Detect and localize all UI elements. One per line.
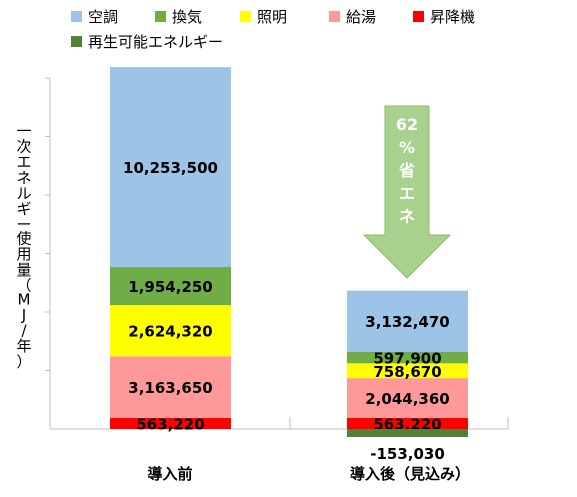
bar-segment-1-3: [347, 378, 468, 419]
legend-entry-5: 再生可能エネルギー: [88, 33, 223, 51]
bar-segment-0-2: [110, 305, 231, 357]
bar-segment-1-2: [347, 363, 468, 379]
category-labels: 導入前 導入後（見込み）: [147, 465, 470, 483]
legend-entry-3: 給湯: [346, 8, 376, 26]
data-label-1-1: 597,900: [373, 350, 441, 368]
y-axis-title: 一次エネルギー使用量（ M J/年）: [16, 122, 31, 371]
bar-segment-1-5: [347, 429, 468, 437]
data-label-0-2: 2,624,320: [128, 323, 212, 341]
legend-swatch-5: [71, 36, 82, 47]
bars: 563,220 3,163,650 2,624,320 1,954,250 10,253…: [110, 67, 468, 463]
legend-entry-1: 換気: [172, 8, 202, 26]
legend-swatch-0: [71, 11, 82, 22]
legend-swatch-4: [413, 11, 424, 22]
data-label-1-0: 3,132,470: [365, 313, 449, 331]
bar-segment-1-1: [347, 351, 468, 364]
legend-entry-0: 空調: [88, 8, 118, 26]
legend-swatch-2: [240, 11, 251, 22]
savings-arrow: [362, 105, 452, 279]
data-label-1-5: -153,030: [370, 445, 445, 463]
legend-swatch-3: [329, 11, 340, 22]
legend-entry-2: 照明: [257, 8, 287, 26]
savings-arrow-annotation: 62 %省エネ: [362, 105, 452, 279]
data-label-0-4: 563,220: [136, 416, 204, 434]
data-label-1-2: 758,670: [373, 363, 441, 381]
legend-entry-4: 昇降機: [430, 8, 475, 26]
bar-segment-0-1: [110, 267, 231, 306]
data-label-0-0: 10,253,500: [123, 159, 218, 177]
bar-segment-0-3: [110, 356, 231, 419]
bar-segment-1-0: [347, 290, 468, 352]
bar-segment-0-0: [110, 67, 231, 268]
legend-swatch-1: [155, 11, 166, 22]
category-label-1: 導入後（見込み）: [350, 465, 470, 483]
savings-text: 62 %省エネ: [396, 115, 418, 226]
data-label-0-3: 3,163,650: [128, 379, 212, 397]
data-label-0-1: 1,954,250: [128, 278, 212, 296]
bar-segment-1-4: [347, 418, 468, 429]
category-label-0: 導入前: [147, 465, 192, 483]
data-label-1-3: 2,044,360: [365, 390, 449, 408]
bar-segment-0-4: [110, 418, 231, 429]
y-axis-label: 一次エネルギー使用量（ M J/年）: [16, 122, 31, 371]
